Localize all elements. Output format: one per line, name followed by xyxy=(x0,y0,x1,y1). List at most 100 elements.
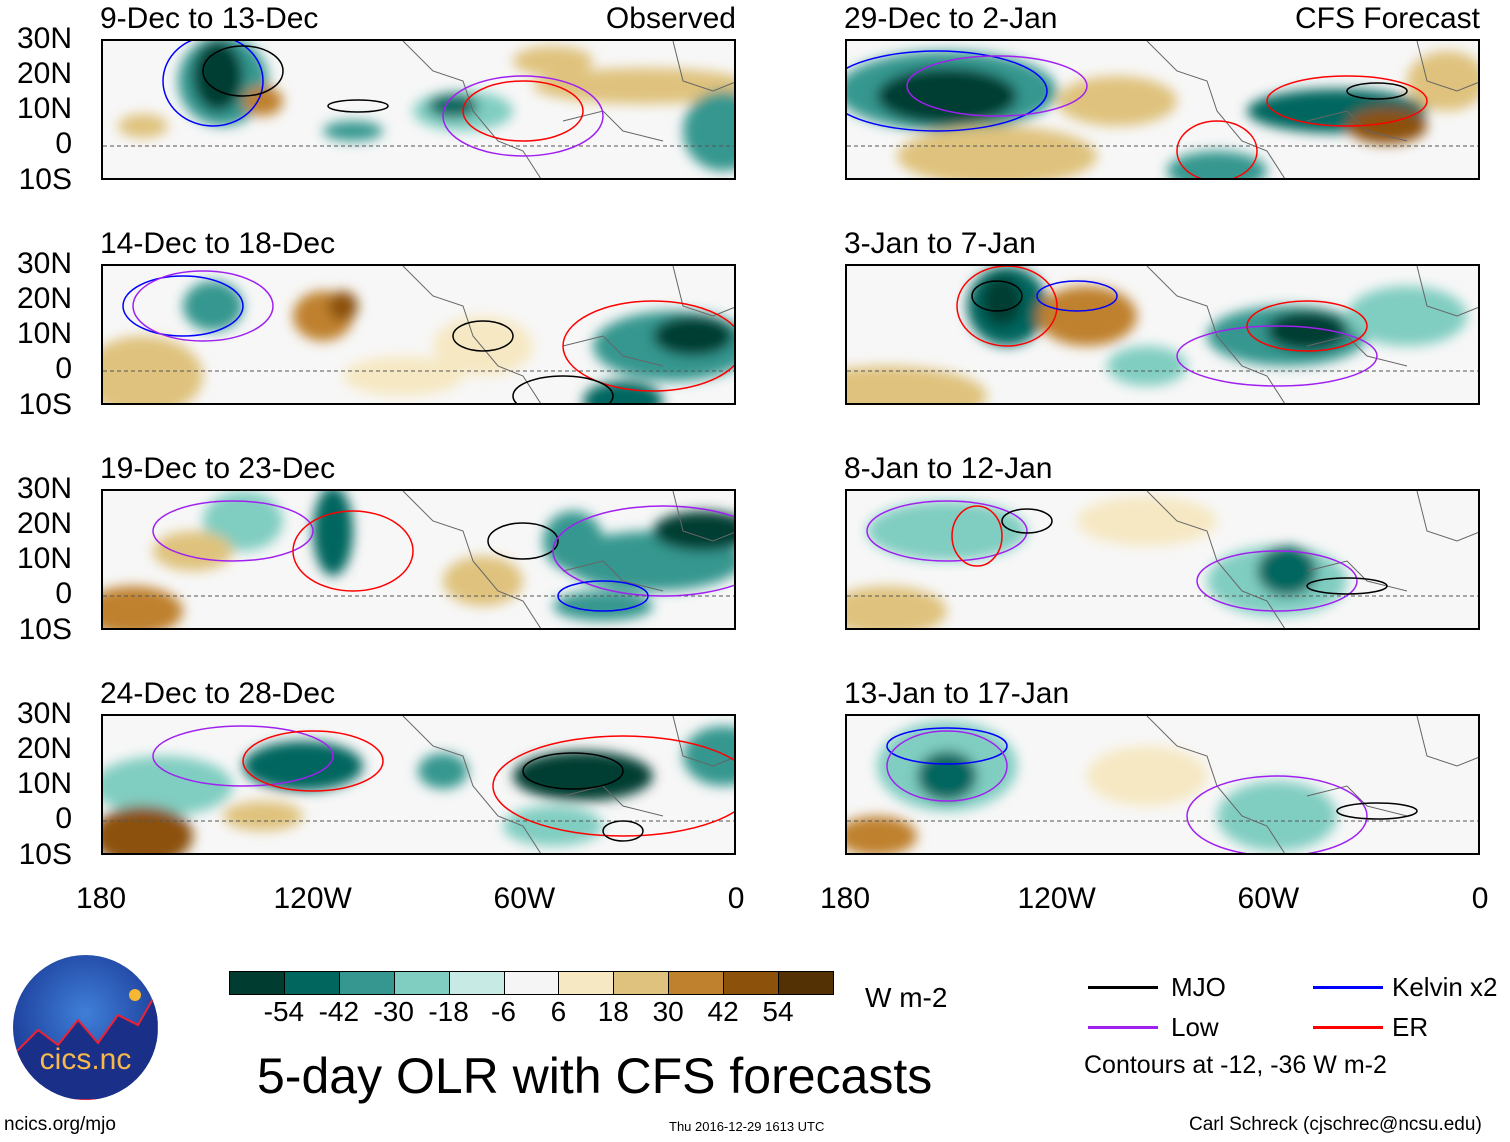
olr-anomaly-region xyxy=(847,816,917,853)
olr-anomaly-region xyxy=(193,41,243,111)
contour-line xyxy=(562,300,734,392)
colorbar-swatch xyxy=(778,971,834,995)
olr-anomaly-region xyxy=(1347,286,1467,346)
olr-anomaly-region xyxy=(1107,346,1187,386)
colorbar-swatch xyxy=(393,971,450,995)
contour-line xyxy=(971,280,1023,312)
lat-tick-label: 30N xyxy=(16,697,72,730)
colorbar-label: 30 xyxy=(652,996,684,1027)
colorbar-label: 54 xyxy=(762,996,794,1027)
panel-title: 13-Jan to 17-Jan xyxy=(844,677,1070,710)
coastline xyxy=(402,491,734,628)
cics-logo: cics.nc xyxy=(13,955,158,1100)
contour-line xyxy=(1036,280,1118,312)
olr-anomaly-region xyxy=(428,94,478,118)
contour-line xyxy=(557,580,649,612)
olr-anomaly-region xyxy=(877,68,1017,124)
panel-title: 14-Dec to 18-Dec xyxy=(100,227,336,260)
olr-anomaly-region xyxy=(103,756,233,816)
lat-tick-label: 10N xyxy=(16,317,72,350)
coastline xyxy=(402,716,734,853)
map-panel xyxy=(101,264,736,405)
contour-line xyxy=(847,50,1048,132)
map-panel xyxy=(845,489,1480,630)
olr-anomaly-region xyxy=(1257,546,1317,596)
legend-label-kelvin: Kelvin x2 xyxy=(1392,972,1498,1002)
contour-line xyxy=(152,500,314,562)
olr-anomaly-region xyxy=(243,741,363,791)
lat-tick-label: 10S xyxy=(18,163,72,196)
map-panel xyxy=(845,714,1480,855)
contour-line xyxy=(886,730,1008,802)
colorbar-swatch xyxy=(283,971,340,995)
olr-anomaly-region xyxy=(323,121,383,141)
lat-tick-label: 20N xyxy=(16,57,72,90)
olr-anomaly-region xyxy=(583,381,663,403)
olr-anomaly-region xyxy=(1037,286,1137,346)
lat-tick-label: 20N xyxy=(16,282,72,315)
olr-anomaly-region xyxy=(867,501,1027,561)
legend-label-mjo: MJO xyxy=(1171,972,1226,1002)
legend-label-low: Low xyxy=(1171,1012,1219,1042)
contour-line xyxy=(1246,300,1368,352)
olr-anomaly-region xyxy=(533,68,734,104)
contour-line xyxy=(132,270,274,342)
olr-anomaly-region xyxy=(1217,781,1337,851)
colorbar-label: 18 xyxy=(597,996,629,1027)
lat-tick-label: 0 xyxy=(55,352,72,385)
olr-anomaly-region xyxy=(1077,496,1217,546)
olr-anomaly-region xyxy=(118,114,168,138)
colorbar-swatch xyxy=(229,971,285,995)
contour-line xyxy=(552,505,734,597)
panel-title: 19-Dec to 23-Dec xyxy=(100,452,336,485)
colorbar-swatch xyxy=(558,971,615,995)
colorbar-label: 42 xyxy=(707,996,739,1027)
colorbar-swatch xyxy=(338,971,395,995)
map-panel xyxy=(845,264,1480,405)
olr-anomaly-region xyxy=(513,46,593,76)
olr-anomaly-region xyxy=(982,276,1022,326)
panel-title: 8-Jan to 12-Jan xyxy=(844,452,1053,485)
lat-tick-label: 30N xyxy=(16,247,72,280)
lat-tick-label: 0 xyxy=(55,127,72,160)
coastline xyxy=(402,266,734,403)
lat-tick-label: 0 xyxy=(55,577,72,610)
olr-anomaly-region xyxy=(1167,151,1267,178)
contour-line xyxy=(292,510,414,592)
contour-line xyxy=(452,320,514,352)
contour-line xyxy=(1176,120,1258,178)
footer-timestamp: Thu 2016-12-29 1613 UTC xyxy=(669,1119,825,1134)
logo-text: cics.nc xyxy=(39,1043,132,1076)
footer-url[interactable]: ncics.org/mjo xyxy=(4,1114,116,1135)
panel-source-label: Observed xyxy=(605,2,736,35)
olr-anomaly-region xyxy=(223,801,303,831)
contour-line xyxy=(1186,775,1368,853)
colorbar-swatch xyxy=(503,971,560,995)
lat-tick-label: 10S xyxy=(18,388,72,421)
contour-line xyxy=(1346,82,1408,100)
olr-anomaly-region xyxy=(153,531,233,571)
olr-anomaly-region xyxy=(553,591,653,621)
contour-line xyxy=(162,41,264,127)
lat-tick-label: 10N xyxy=(16,542,72,575)
olr-anomaly-region xyxy=(343,356,463,396)
olr-anomaly-region xyxy=(683,726,734,786)
legend-label-er: ER xyxy=(1392,1012,1429,1042)
lon-tick-label: 120W xyxy=(273,882,352,915)
olr-anomaly-region xyxy=(418,753,468,789)
panel-title: 29-Dec to 2-Jan xyxy=(844,2,1058,35)
lat-tick-label: 20N xyxy=(16,507,72,540)
contour-line xyxy=(487,522,559,560)
legend-line-low xyxy=(1088,1026,1158,1029)
olr-anomaly-region xyxy=(203,491,283,551)
panel-source-label: CFS Forecast xyxy=(1294,2,1480,35)
olr-anomaly-region xyxy=(513,751,653,801)
lon-tick-label: 0 xyxy=(1471,882,1489,915)
lon-tick-label: 0 xyxy=(727,882,745,915)
lat-tick-label: 30N xyxy=(16,472,72,505)
footer-author: Carl Schreck (cjschrec@ncsu.edu) xyxy=(1189,1114,1482,1135)
figure-title: 5-day OLR with CFS forecasts xyxy=(257,1048,933,1104)
colorbar-label: -42 xyxy=(318,996,360,1027)
lat-tick-label: 30N xyxy=(16,22,72,55)
contour-line xyxy=(522,752,624,790)
